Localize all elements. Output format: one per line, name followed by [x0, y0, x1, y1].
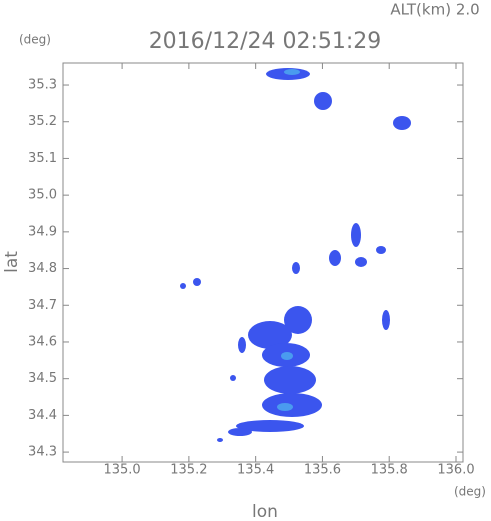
- echo: [180, 283, 186, 289]
- y-tick-label: 35.3: [28, 78, 57, 93]
- echo: [355, 257, 367, 267]
- echo: [284, 69, 300, 75]
- echo: [193, 278, 201, 286]
- y-tick-label: 34.3: [28, 445, 57, 460]
- echo: [248, 321, 292, 349]
- echo: [264, 366, 316, 394]
- x-tick-label: 135.8: [371, 463, 408, 478]
- x-axis-label: lon: [252, 502, 278, 521]
- y-tick-label: 34.9: [28, 224, 57, 239]
- x-tick-label: 135.0: [103, 463, 140, 478]
- y-tick-label: 35.0: [28, 188, 57, 203]
- echo: [281, 352, 293, 360]
- echo: [382, 310, 390, 330]
- y-axis-label: lat: [2, 251, 22, 273]
- echo: [284, 306, 312, 334]
- echo: [393, 116, 411, 130]
- y-tick-label: 34.7: [28, 298, 57, 313]
- echo: [238, 337, 246, 353]
- x-tick-label: 135.6: [304, 463, 341, 478]
- x-tick-label: 136.0: [437, 463, 474, 478]
- echo: [329, 250, 341, 266]
- x-tick-label: 135.2: [170, 463, 207, 478]
- echo: [292, 262, 300, 274]
- echo: [314, 92, 332, 110]
- y-tick-label: 35.2: [28, 114, 57, 129]
- echo: [230, 375, 236, 381]
- y-tick-label: 35.1: [28, 151, 57, 166]
- echo: [277, 403, 293, 411]
- echo: [236, 420, 304, 432]
- echoes: [180, 68, 411, 442]
- echo: [262, 393, 322, 417]
- echo: [351, 223, 361, 247]
- plot-frame: [62, 62, 464, 463]
- x-tick-label: 135.4: [237, 463, 274, 478]
- echo: [376, 246, 386, 254]
- x-unit: (deg): [454, 485, 486, 499]
- y-tick-label: 34.4: [28, 408, 57, 423]
- altitude: ALT(km) 2.0: [390, 1, 479, 19]
- y-tick-label: 34.5: [28, 371, 57, 386]
- chart-title: 2016/12/24 02:51:29: [149, 29, 382, 54]
- y-tick-label: 34.6: [28, 334, 57, 349]
- y-tick-label: 34.8: [28, 261, 57, 276]
- echo: [217, 438, 223, 442]
- y-unit: (deg): [19, 33, 51, 47]
- echo: [228, 428, 252, 436]
